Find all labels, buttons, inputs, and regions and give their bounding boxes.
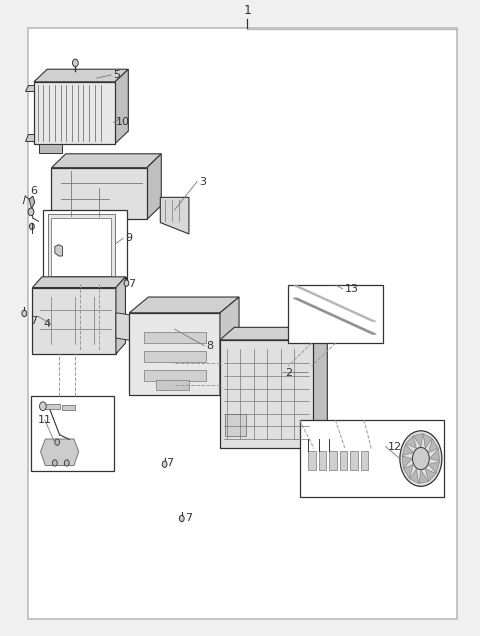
Circle shape [124,280,129,286]
Polygon shape [406,436,417,448]
Polygon shape [129,313,220,395]
Polygon shape [85,76,99,83]
Bar [300,420,444,497]
Circle shape [28,208,34,216]
Text: 7: 7 [185,513,192,523]
Bar [361,451,368,470]
Polygon shape [402,444,413,455]
Bar [51,168,147,219]
Bar [220,340,313,448]
Polygon shape [71,71,90,81]
Text: 13: 13 [345,284,359,294]
Polygon shape [34,69,128,82]
Bar [319,451,326,470]
Circle shape [162,461,167,467]
Circle shape [55,439,60,445]
Bar [350,451,358,470]
Polygon shape [25,134,34,141]
Bar [34,82,115,144]
Polygon shape [116,277,125,354]
Polygon shape [48,214,115,280]
Text: 3: 3 [199,177,206,186]
Polygon shape [40,439,79,466]
Circle shape [52,460,57,466]
Polygon shape [430,449,440,461]
Text: 7: 7 [128,279,135,289]
Polygon shape [404,464,413,478]
Text: 1: 1 [243,4,251,18]
Text: 6: 6 [30,186,37,196]
Circle shape [39,402,46,411]
Bar [329,451,337,470]
Text: 11: 11 [37,415,52,425]
Polygon shape [115,69,128,144]
Polygon shape [29,196,35,209]
Circle shape [180,515,184,522]
Polygon shape [402,456,412,468]
Bar [28,27,457,619]
Polygon shape [425,469,436,481]
Bar [31,396,115,471]
Polygon shape [225,414,246,436]
Polygon shape [51,218,111,276]
Text: 12: 12 [388,441,402,452]
Bar [144,332,205,343]
Polygon shape [55,245,62,256]
Text: 8: 8 [206,341,214,350]
Bar [288,285,383,343]
Polygon shape [43,404,60,409]
Text: 7: 7 [166,458,173,468]
Circle shape [72,59,78,67]
Polygon shape [220,328,327,340]
Text: 9: 9 [125,233,132,244]
Text: 2: 2 [285,368,292,378]
Text: 7: 7 [30,316,37,326]
Polygon shape [220,297,239,395]
Text: 5: 5 [114,70,120,80]
Polygon shape [129,297,239,313]
Polygon shape [429,439,438,453]
Polygon shape [116,313,137,341]
Polygon shape [313,328,327,448]
Polygon shape [38,144,62,153]
Polygon shape [33,277,125,287]
Polygon shape [62,405,75,410]
Circle shape [30,223,34,230]
Circle shape [22,310,27,317]
Text: 10: 10 [116,117,130,127]
Polygon shape [419,470,428,483]
Bar [144,370,205,381]
Bar [144,350,205,362]
Bar [340,451,348,470]
Polygon shape [25,85,34,92]
Circle shape [64,460,69,466]
Polygon shape [160,197,189,234]
Polygon shape [51,154,161,168]
Bar [308,451,316,470]
Bar [43,210,127,284]
Polygon shape [423,434,432,448]
Polygon shape [413,434,423,447]
Polygon shape [33,287,116,354]
Polygon shape [410,469,419,483]
Text: 4: 4 [43,319,50,329]
Bar [156,380,189,390]
Polygon shape [147,154,161,219]
Circle shape [412,448,429,469]
Polygon shape [429,462,440,473]
Circle shape [400,431,442,487]
